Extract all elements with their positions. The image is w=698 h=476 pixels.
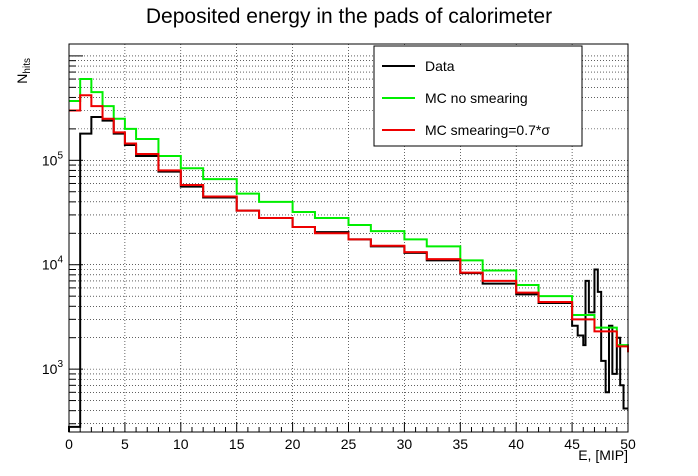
- x-tick-label: 30: [397, 436, 413, 452]
- axis-ticks: [68, 55, 629, 432]
- y-tick-label: 105: [42, 150, 64, 168]
- y-axis-label-sub: hits: [22, 58, 33, 74]
- y-tick-labels: 103 104 105: [42, 150, 64, 377]
- legend-label: MC smearing=0.7*σ: [425, 122, 550, 138]
- y-tick-label: 103: [42, 359, 64, 377]
- legend-label: MC no smearing: [425, 90, 528, 106]
- legend: Data MC no smearing MC smearing=0.7*σ: [373, 45, 583, 147]
- x-tick-label: 15: [229, 436, 245, 452]
- x-tick-label: 25: [341, 436, 357, 452]
- chart-title: Deposited energy in the pads of calorime…: [146, 5, 552, 28]
- x-tick-label: 35: [453, 436, 469, 452]
- series-mc-smearing-0-7-line: [69, 94, 629, 353]
- y-axis-label-main: N: [14, 74, 30, 84]
- x-tick-label: 20: [285, 436, 301, 452]
- x-tick-label: 45: [564, 436, 580, 452]
- x-tick-label: 10: [173, 436, 189, 452]
- x-tick-label: 40: [508, 436, 524, 452]
- x-tick-label: 0: [65, 436, 73, 452]
- series-layer: [68, 78, 629, 432]
- x-tick-label: 5: [121, 436, 129, 452]
- y-axis-label: Nhits: [14, 58, 33, 84]
- y-tick-label: 104: [42, 255, 64, 273]
- x-axis-label: E, [MIP]: [578, 447, 628, 463]
- legend-label: Data: [425, 58, 455, 74]
- x-tick-labels: 0 5 10 15 20 25 30 35 40 45 50: [65, 436, 636, 452]
- svg-text:Nhits: Nhits: [14, 58, 33, 84]
- x-tick-label: 50: [620, 436, 636, 452]
